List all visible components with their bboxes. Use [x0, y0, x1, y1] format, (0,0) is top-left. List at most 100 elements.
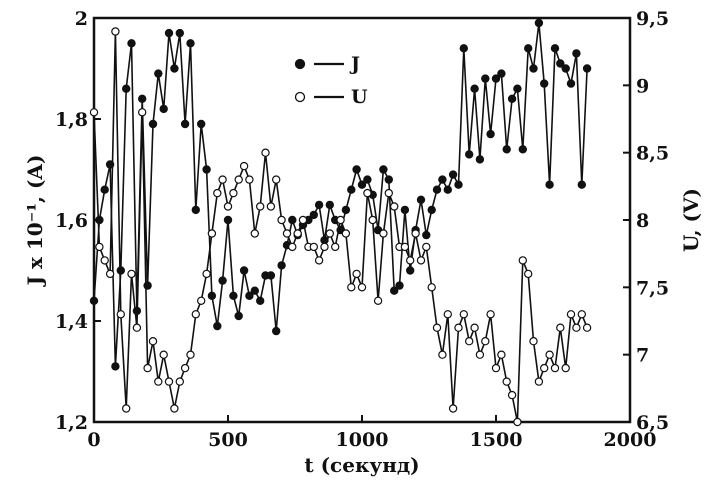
series-j-point [448, 170, 458, 179]
series-u-point [540, 363, 549, 373]
series-j-point [239, 266, 249, 275]
series-j-point [288, 215, 297, 225]
series-u-point [459, 310, 468, 319]
series-u-point [357, 283, 367, 292]
series-u-point [427, 283, 436, 292]
series-u-point [411, 229, 420, 238]
series-j-point [218, 276, 227, 285]
series-u-point [577, 310, 587, 319]
series-j-point [352, 165, 361, 174]
series-j-point [196, 119, 206, 129]
series-u-point [234, 175, 243, 184]
legend: J U [294, 53, 368, 108]
series-u-point [416, 256, 426, 265]
series-u-point [443, 310, 452, 319]
series-j-point [159, 104, 168, 114]
series-u-point [116, 310, 126, 319]
right-y-tick-label: 8,5 [636, 143, 669, 165]
series-u-point [95, 242, 104, 252]
series-j-point [347, 185, 356, 194]
series-j-point [234, 311, 243, 321]
series-u-point [148, 337, 158, 346]
series-u-point [245, 175, 254, 184]
series-j-point [229, 291, 238, 300]
series-j-point [148, 119, 158, 129]
series-u-point [545, 350, 554, 359]
series-u-point [470, 323, 479, 332]
series-j-point [100, 185, 109, 194]
left-y-tick-label: 1,4 [55, 311, 88, 333]
series-u-point [282, 229, 292, 238]
series-j-point [556, 59, 565, 68]
series-u-point [170, 404, 179, 413]
series-j-point [272, 326, 281, 336]
legend-marker-u [294, 91, 306, 103]
series-j-point [470, 84, 479, 93]
series-u-point [534, 377, 544, 386]
series-j-point [438, 175, 447, 184]
series-j-point [175, 28, 184, 38]
series-j-point [384, 175, 393, 184]
series-j-point [572, 49, 581, 58]
right-y-tick-label: 6,5 [636, 412, 669, 434]
series-u-point [341, 229, 351, 238]
series-j-point [191, 205, 200, 215]
series-u-point [105, 269, 115, 279]
series-u-point [229, 188, 238, 198]
series-u-point [400, 242, 410, 252]
series-u-point [572, 323, 581, 332]
series-j-point [545, 180, 554, 189]
series-j-point [363, 175, 372, 184]
series-u-point [465, 337, 474, 346]
series-j-point [395, 281, 404, 290]
series-u-point [368, 215, 377, 225]
series-j-point [561, 64, 570, 73]
legend-label-u: U [351, 86, 368, 108]
series-j-point [550, 44, 560, 53]
series-u-point [486, 310, 495, 319]
series-u-point [363, 188, 372, 198]
series-j-point [491, 74, 501, 83]
series-u-point [121, 404, 131, 413]
series-j-point [250, 286, 259, 295]
series-u-point [347, 283, 356, 292]
series-j-point [325, 200, 334, 210]
right-y-tick-label: 9,5 [636, 8, 669, 30]
right-y-tick-label: 8 [636, 210, 649, 232]
series-u-point [137, 108, 147, 117]
plot-frame [92, 16, 632, 424]
series-j-point [540, 79, 549, 88]
left-y-tick-label: 2 [75, 8, 88, 30]
series-u-point [218, 175, 227, 184]
series-u-point [191, 310, 200, 319]
series-j-point [379, 165, 388, 174]
series-j-point [577, 180, 587, 189]
series-j-point [277, 261, 286, 270]
series-u-point [309, 242, 318, 252]
series-u-point [513, 417, 522, 427]
right-y-axis: 6,5 7 7,5 8 8,5 9 9,5 [623, 8, 669, 434]
series-j-point [524, 44, 533, 53]
legend-item-u: U [294, 86, 368, 108]
series-u-point [352, 269, 361, 279]
series-j-point [213, 321, 222, 331]
series-j-point [497, 69, 506, 78]
right-y-tick-label: 9 [636, 75, 649, 97]
series-j-point [502, 145, 511, 154]
plot-area [92, 16, 632, 424]
x-tick-label: 0 [87, 429, 100, 451]
series-j-point [164, 28, 174, 38]
series-u-point [373, 296, 383, 305]
series-j-point [513, 84, 522, 93]
series-u-point [100, 256, 109, 265]
series-u-point [180, 363, 190, 373]
series-j-point [465, 150, 474, 159]
series-j-point [357, 180, 367, 189]
left-y-axis-label: J x 10⁻¹, (A) [23, 155, 47, 288]
series-u-point [481, 337, 490, 346]
x-tick-label: 1000 [336, 429, 389, 451]
series-u-point [239, 161, 249, 171]
series-j-point [459, 44, 468, 53]
series-u-point [261, 148, 270, 157]
